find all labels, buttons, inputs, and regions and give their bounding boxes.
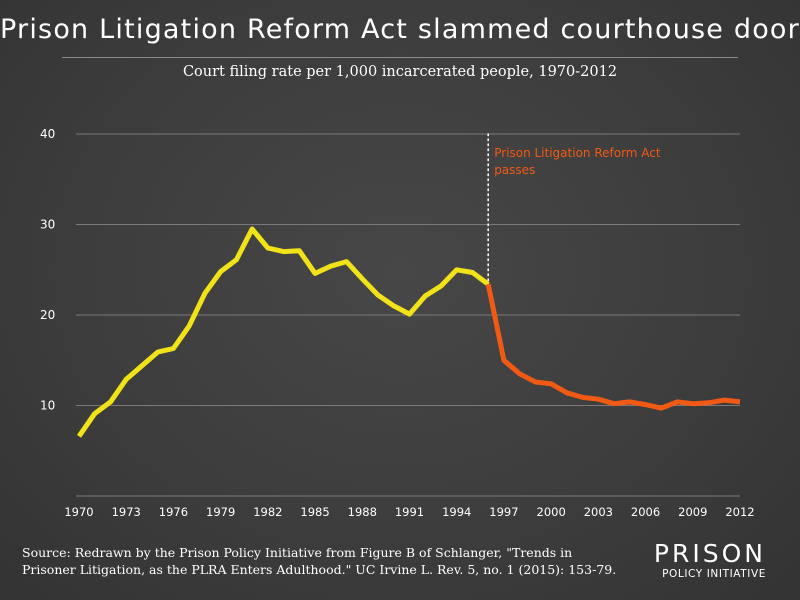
x-tick-label: 2006	[631, 505, 660, 519]
y-tick-label: 20	[40, 308, 55, 322]
x-tick-label: 2003	[584, 505, 613, 519]
title-divider	[62, 57, 738, 58]
x-tick-label: 1982	[253, 505, 282, 519]
logo: PRISON POLICY INITIATIVE	[654, 541, 766, 581]
annotation-group: Prison Litigation Reform Act passes	[487, 133, 661, 286]
y-tick-label: 30	[40, 218, 55, 232]
series-group	[76, 226, 741, 438]
x-tick-label: 1976	[159, 505, 188, 519]
x-tick-label: 1988	[348, 505, 377, 519]
x-tick-label: 2012	[725, 505, 754, 519]
x-tick-label: 1973	[112, 505, 141, 519]
x-tick-label: 2009	[678, 505, 707, 519]
chart-title: Prison Litigation Reform Act slammed cou…	[0, 14, 800, 45]
x-tick-label: 1991	[395, 505, 424, 519]
x-tick-label: 1979	[206, 505, 235, 519]
x-tick-label: 1985	[300, 505, 329, 519]
y-tick-labels: 10 20 30 40	[40, 127, 55, 413]
y-tick-label: 40	[40, 127, 55, 141]
chart-subtitle: Court filing rate per 1,000 incarcerated…	[182, 64, 618, 80]
x-tick-label: 1994	[442, 505, 471, 519]
x-tick-labels: 1970 1973 1976 1979 1982 1985 1988 1991 1994 1997…	[64, 505, 754, 519]
x-tick-label: 2000	[537, 505, 566, 519]
logo-sub-text: POLICY INITIATIVE	[662, 568, 766, 580]
series-line-post-plra	[485, 283, 741, 411]
grid-lines	[76, 133, 740, 497]
annotation-label: Prison Litigation Reform Act	[494, 146, 661, 160]
source-note: Source: Redrawn by the Prison Policy Ini…	[22, 545, 617, 577]
x-tick-label: 1997	[489, 505, 518, 519]
x-tick-label: 1970	[64, 505, 93, 519]
annotation-label: passes	[494, 163, 535, 177]
logo-main-text: PRISON	[653, 539, 766, 568]
y-tick-label: 10	[40, 399, 55, 413]
